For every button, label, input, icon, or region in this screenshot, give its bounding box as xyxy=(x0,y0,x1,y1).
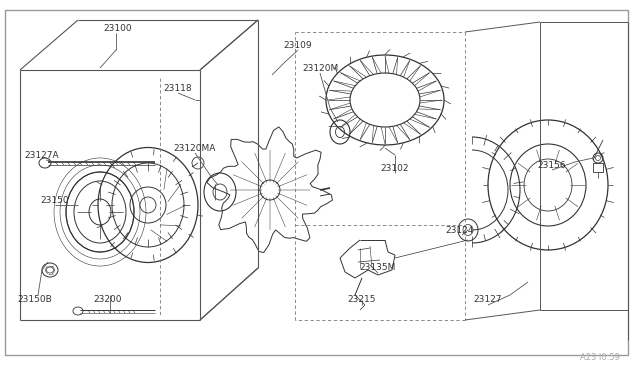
Text: 23156: 23156 xyxy=(538,160,566,170)
Text: 23124: 23124 xyxy=(446,225,474,234)
Text: 23120MA: 23120MA xyxy=(174,144,216,153)
Text: 23109: 23109 xyxy=(284,41,312,49)
Text: 23150: 23150 xyxy=(41,196,69,205)
Text: 23127A: 23127A xyxy=(25,151,60,160)
Text: 23150B: 23150B xyxy=(18,295,52,305)
Text: 23100: 23100 xyxy=(104,23,132,32)
Text: 23135M: 23135M xyxy=(360,263,396,273)
Text: 23102: 23102 xyxy=(381,164,409,173)
Text: 23118: 23118 xyxy=(164,83,192,93)
Text: 23200: 23200 xyxy=(93,295,122,305)
Text: 23215: 23215 xyxy=(348,295,376,305)
Text: A23 l0:59: A23 l0:59 xyxy=(580,353,620,362)
Text: 23120M: 23120M xyxy=(302,64,338,73)
Bar xyxy=(593,163,603,172)
Text: 23127: 23127 xyxy=(474,295,502,305)
